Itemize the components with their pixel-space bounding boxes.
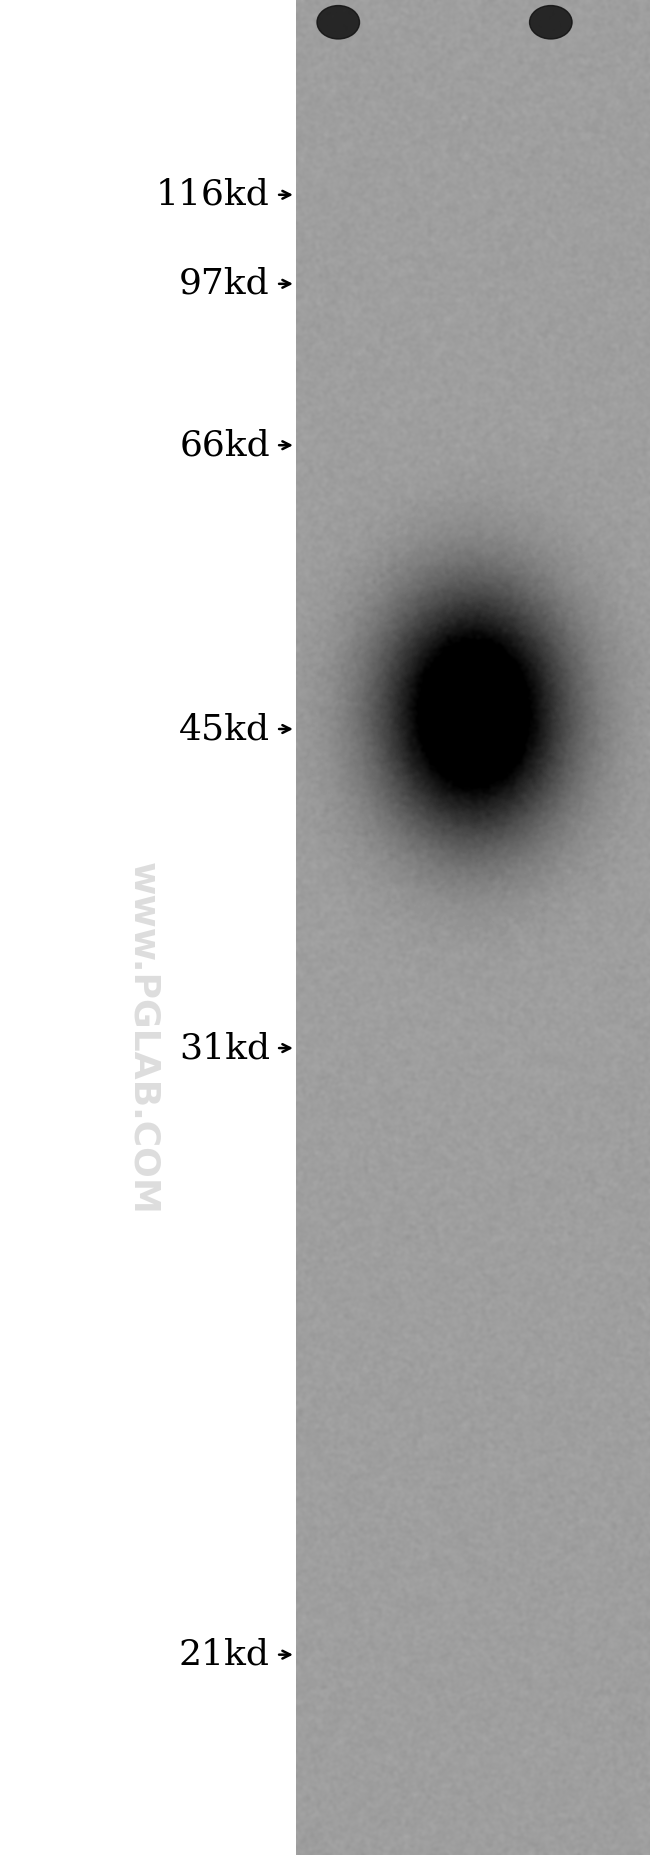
Text: 116kd: 116kd <box>156 178 270 211</box>
Ellipse shape <box>317 6 359 39</box>
Text: www.PGLAB.COM: www.PGLAB.COM <box>126 863 160 1215</box>
Text: 66kd: 66kd <box>179 429 270 462</box>
Ellipse shape <box>530 6 572 39</box>
Text: 21kd: 21kd <box>179 1638 270 1671</box>
Text: 31kd: 31kd <box>179 1031 270 1065</box>
Text: 97kd: 97kd <box>179 267 270 301</box>
Text: 45kd: 45kd <box>179 712 270 746</box>
